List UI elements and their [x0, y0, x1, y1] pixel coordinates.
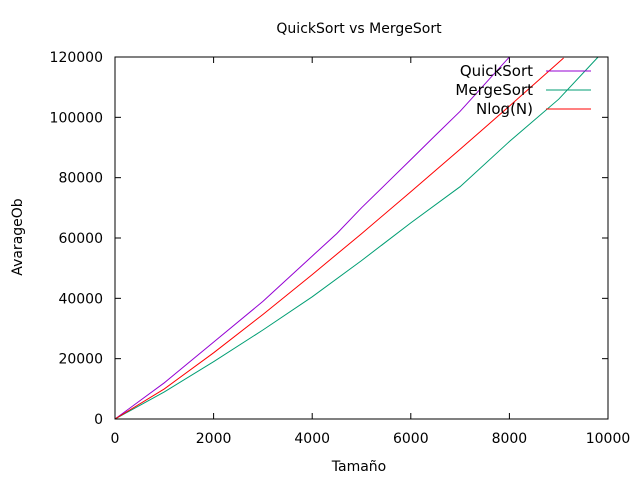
x-tick-label: 10000 — [586, 431, 631, 447]
x-tick-label: 0 — [111, 431, 120, 447]
x-tick-label: 6000 — [393, 431, 429, 447]
x-axis-title: Tamaño — [331, 459, 386, 475]
series-line-quicksort — [114, 56, 510, 420]
y-tick-label: 20000 — [58, 352, 103, 368]
y-tick-label: 80000 — [58, 171, 103, 187]
x-tick-label: 2000 — [196, 431, 232, 447]
y-tick-label: 100000 — [50, 110, 103, 126]
ticks-layer: 0 2000 4000 6000 8000 10000020000400006000080… — [50, 50, 631, 447]
x-tick-label: 8000 — [492, 431, 528, 447]
legend-label: Nlog(N) — [476, 100, 533, 118]
y-tick-label: 0 — [94, 412, 103, 428]
y-tick-label: 60000 — [58, 231, 103, 247]
y-tick-label: 120000 — [50, 50, 103, 66]
series-layer — [114, 56, 599, 420]
y-tick-label: 40000 — [58, 291, 103, 307]
series-line-nlog-n — [114, 57, 564, 420]
x-tick-label: 4000 — [294, 431, 330, 447]
plot-border — [114, 56, 609, 420]
series-line-mergesort — [114, 56, 599, 420]
legend-label: MergeSort — [455, 81, 533, 99]
legend-label: QuickSort — [460, 62, 533, 80]
y-axis-title: AvarageOb — [10, 198, 26, 275]
chart-title: QuickSort vs MergeSort — [276, 21, 442, 37]
